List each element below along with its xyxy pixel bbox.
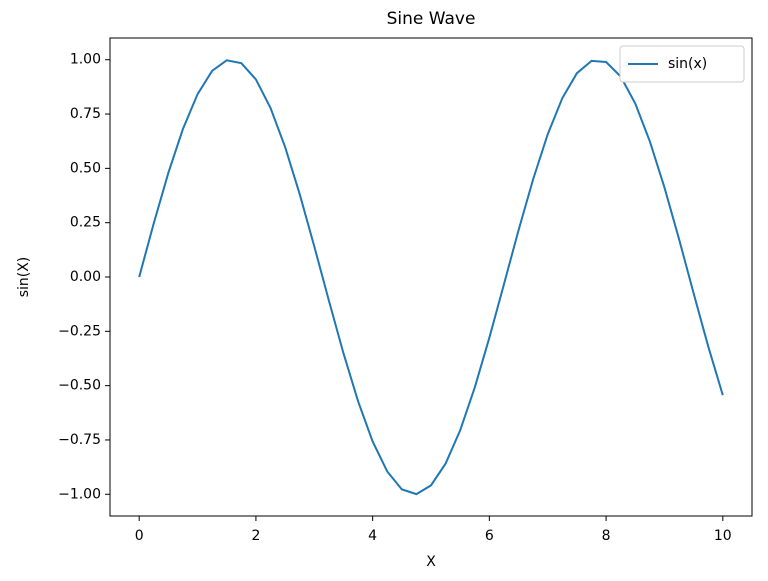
y-tick-label: −0.25 (58, 323, 101, 339)
chart-title: Sine Wave (387, 9, 476, 29)
y-tick-label: −0.50 (58, 378, 101, 394)
legend-label: sin(x) (668, 56, 707, 72)
y-tick-label: 0.00 (70, 269, 101, 285)
legend-box (619, 45, 745, 83)
x-tick-label: 0 (135, 528, 144, 544)
x-tick-label: 4 (368, 528, 377, 544)
y-tick-label: 0.50 (70, 160, 101, 176)
x-tick-label: 8 (602, 528, 611, 544)
y-tick-label: 1.00 (70, 52, 101, 68)
y-tick-label: 0.75 (70, 106, 101, 122)
x-axis-label: X (426, 554, 436, 570)
y-tick-label: 0.25 (70, 215, 101, 231)
y-tick-label: −0.75 (58, 432, 101, 448)
y-axis-label: sin(X) (16, 257, 32, 298)
line-series (138, 59, 724, 496)
axes-frame (109, 37, 753, 517)
x-tick-label: 10 (714, 528, 732, 544)
y-tick-label: −1.00 (58, 486, 101, 502)
x-tick-label: 6 (485, 528, 494, 544)
x-tick-label: 2 (251, 528, 260, 544)
